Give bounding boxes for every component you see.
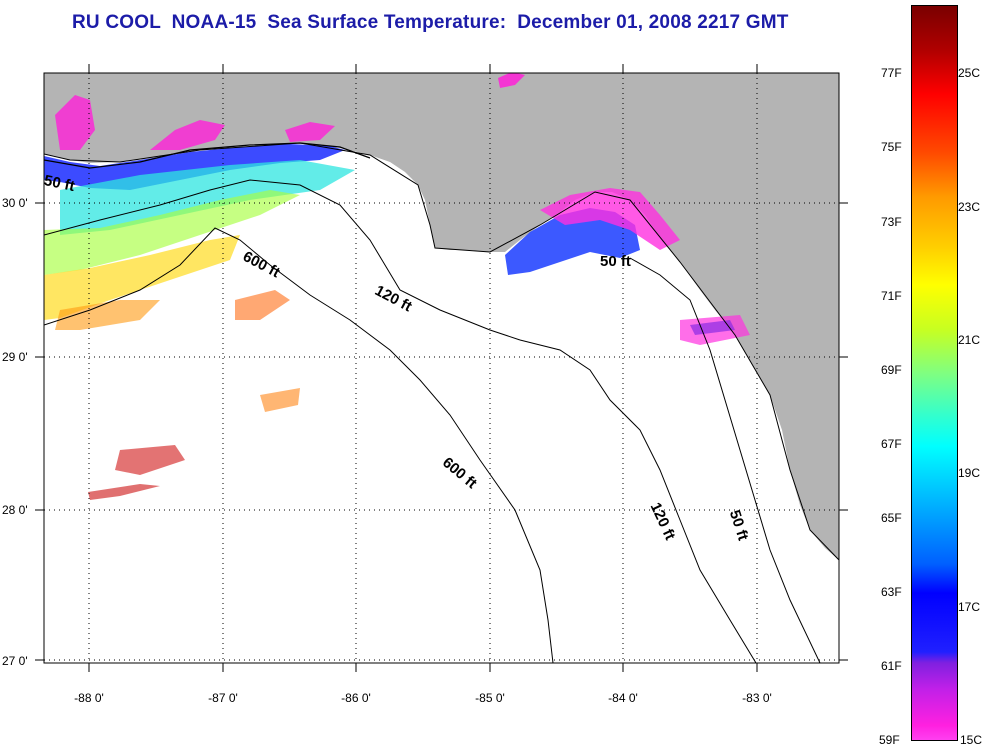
fahrenheit-label: 77F xyxy=(881,66,902,80)
fahrenheit-label: 73F xyxy=(881,215,902,229)
celsius-label: 17C xyxy=(958,600,981,614)
contour-50ft-west xyxy=(44,142,371,169)
warm-patch xyxy=(498,73,525,88)
contour-120ft-west xyxy=(44,179,521,341)
frame-ticks xyxy=(35,64,848,672)
longitude-label: -84 0' xyxy=(608,691,638,705)
fahrenheit-label: 75F xyxy=(881,140,902,154)
coastline xyxy=(44,142,839,561)
warm-patch xyxy=(55,300,160,330)
warm-patch xyxy=(260,388,300,412)
cold-nearshore-band xyxy=(44,144,345,190)
celsius-label: 15C xyxy=(960,733,983,747)
fahrenheit-label: 69F xyxy=(881,363,902,377)
fahrenheit-label: 67F xyxy=(881,437,902,451)
warm-patch xyxy=(44,235,240,320)
fahrenheit-label: 59F xyxy=(879,733,900,747)
warm-patch xyxy=(60,160,355,235)
warm-patch xyxy=(150,120,225,150)
map-frame xyxy=(43,72,840,664)
celsius-label: 21C xyxy=(958,333,981,347)
warm-patch xyxy=(690,320,735,335)
cold-band-east xyxy=(505,208,640,275)
contour-600ft xyxy=(44,227,554,663)
fahrenheit-label: 65F xyxy=(881,511,902,525)
celsius-label: 23C xyxy=(958,200,981,214)
latitude-label: 29 0' xyxy=(2,350,28,364)
contour-50ft-east xyxy=(629,257,821,663)
warm-patch xyxy=(88,484,160,500)
longitude-label: -88 0' xyxy=(74,691,104,705)
longitude-label: -87 0' xyxy=(208,691,238,705)
contour-120ft-east xyxy=(519,339,757,663)
celsius-label: 19C xyxy=(958,466,981,480)
contour-label: 50 ft xyxy=(600,253,631,270)
warm-patch xyxy=(115,445,185,475)
fahrenheit-label: 63F xyxy=(881,585,902,599)
celsius-label: 25C xyxy=(958,66,981,80)
map-title: RU COOL NOAA-15 Sea Surface Temperature:… xyxy=(72,12,789,33)
warm-patch xyxy=(235,290,290,320)
warm-patch xyxy=(285,122,335,142)
latitude-label: 28 0' xyxy=(2,503,28,517)
temperature-color-scale xyxy=(911,5,958,741)
fahrenheit-label: 61F xyxy=(881,659,902,673)
latitude-label: 27 0' xyxy=(2,654,28,668)
longitude-label: -83 0' xyxy=(742,691,772,705)
latitude-label: 30 0' xyxy=(2,196,28,210)
warm-patch xyxy=(55,95,95,150)
graticule xyxy=(44,73,839,663)
longitude-label: -86 0' xyxy=(341,691,371,705)
warm-patch xyxy=(44,190,300,275)
fahrenheit-label: 71F xyxy=(881,289,902,303)
longitude-label: -85 0' xyxy=(475,691,505,705)
